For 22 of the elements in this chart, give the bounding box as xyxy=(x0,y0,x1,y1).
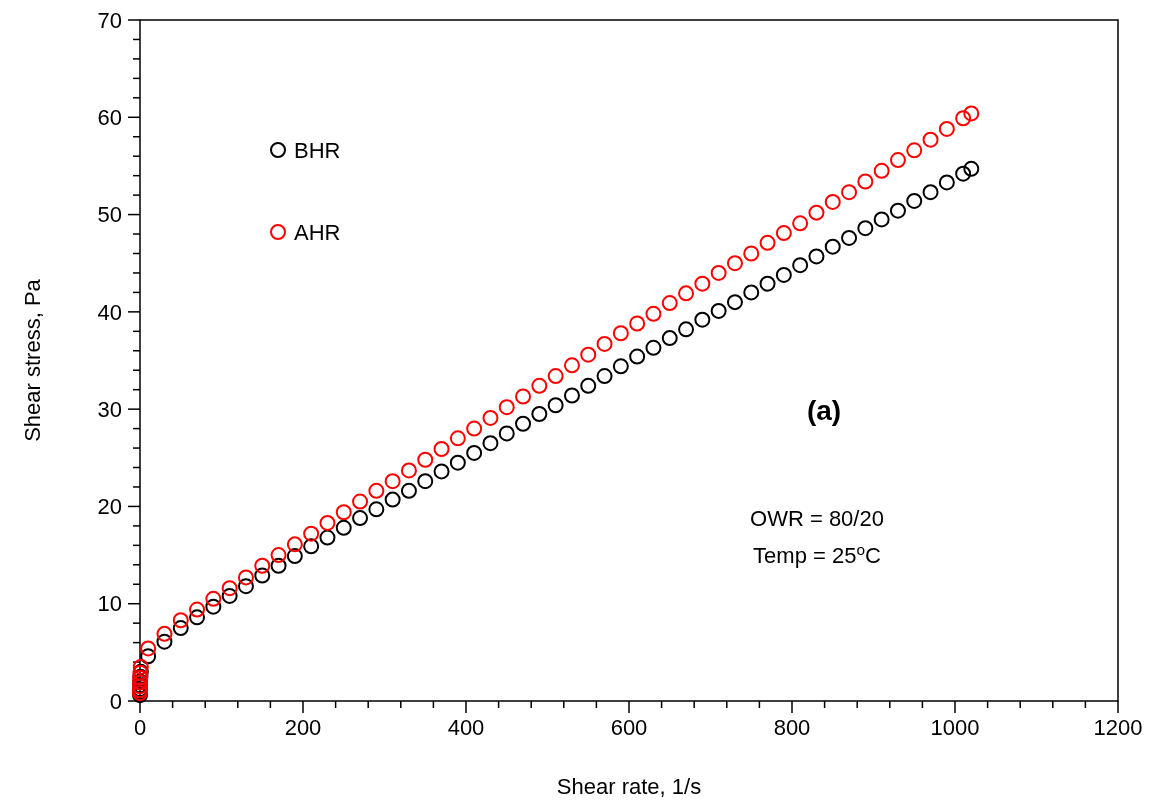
y-tick-label: 30 xyxy=(97,396,122,422)
y-tick-label: 0 xyxy=(109,688,122,714)
x-tick-label: 600 xyxy=(610,715,648,740)
y-axis-title: Shear stress, Pa xyxy=(20,278,45,442)
annotation: (a) xyxy=(806,395,842,426)
x-tick-label: 1200 xyxy=(1093,715,1143,740)
legend-label: BHR xyxy=(294,137,341,163)
annotation: OWR = 80/20 xyxy=(750,506,884,531)
annotation: Temp = 25$^{o}$C xyxy=(753,540,882,568)
y-tick-label: 10 xyxy=(97,591,122,617)
y-tick-label: 70 xyxy=(97,7,122,33)
x-tick-label: 0 xyxy=(133,715,147,740)
x-tick-label: 400 xyxy=(447,715,485,740)
y-tick-label: 50 xyxy=(97,202,122,228)
x-tick-label: 200 xyxy=(284,715,322,740)
legend-label: AHR xyxy=(294,219,341,245)
x-tick-label: 1000 xyxy=(930,715,980,740)
x-tick-label: 800 xyxy=(773,715,811,740)
y-tick-label: 20 xyxy=(97,494,122,520)
y-tick-label: 60 xyxy=(97,104,122,130)
y-tick-label: 40 xyxy=(97,299,122,325)
x-axis-title: Shear rate, 1/s xyxy=(556,774,702,799)
